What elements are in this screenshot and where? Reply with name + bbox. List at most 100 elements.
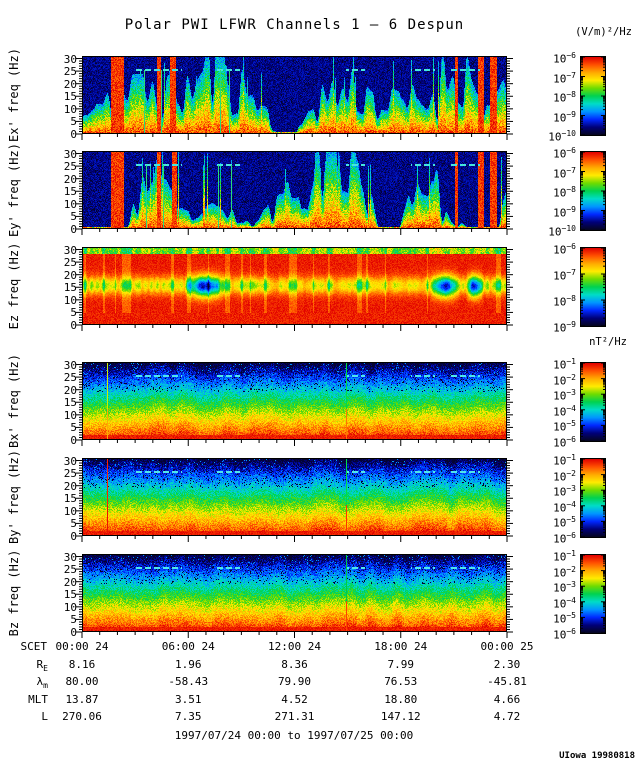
colorbar-bz bbox=[580, 554, 606, 634]
y-tick-label: 30 bbox=[63, 358, 77, 372]
y-tick-label: 25 bbox=[63, 160, 77, 174]
colorbar-tick-label: 10−4 bbox=[553, 499, 576, 515]
ephemeris-value: 270.06 bbox=[62, 710, 102, 723]
ephemeris-value: -45.81 bbox=[487, 675, 527, 688]
ephemeris-value: 4.72 bbox=[493, 710, 521, 723]
colorbar-tick-label: 10−1 bbox=[553, 453, 576, 468]
colorbar-tick-label: 10−7 bbox=[553, 268, 576, 283]
ephemeris-row-label-mlt: MLT bbox=[28, 693, 48, 706]
colorbar-tick-label: 10−6 bbox=[553, 531, 576, 546]
x-tick-label: 12:00 24 bbox=[268, 640, 321, 653]
scet-axis-label: SCET bbox=[20, 640, 48, 653]
colorbar-ticks bbox=[581, 363, 605, 441]
ephemeris-value: 1.96 bbox=[175, 658, 202, 671]
ephemeris-value: 80.00 bbox=[65, 675, 99, 688]
y-tick-label: 20 bbox=[63, 575, 77, 589]
y-tick-label: 10 bbox=[63, 102, 77, 116]
colorbar-ticks bbox=[581, 152, 605, 230]
y-tick-label: 0 bbox=[70, 434, 77, 447]
colorbar-tick-label: 10−3 bbox=[553, 484, 576, 499]
y-tick-label: 5 bbox=[70, 613, 77, 627]
colorbar-tick-label: 10−1 bbox=[553, 549, 576, 564]
colorbar-ey bbox=[580, 151, 606, 231]
y-tick-label: 25 bbox=[63, 371, 77, 385]
y-tick-label: 0 bbox=[70, 128, 77, 141]
colorbar-ticks bbox=[581, 57, 605, 135]
ephemeris-value: 3.51 bbox=[175, 693, 202, 706]
colorbar-tick-label: 10−6 bbox=[553, 627, 576, 642]
spectrogram-ey-canvas bbox=[82, 151, 507, 229]
colorbar-tick-label: 10−5 bbox=[553, 419, 576, 435]
y-tick-label: 20 bbox=[63, 383, 77, 397]
y-tick-label: 0 bbox=[70, 319, 77, 332]
y-tick-label: 25 bbox=[63, 256, 77, 270]
y-tick-label: 10 bbox=[63, 408, 77, 422]
y-tick-label: 15 bbox=[63, 396, 77, 410]
y-tick-label: 0 bbox=[70, 530, 77, 543]
spectrogram-bz-canvas bbox=[82, 554, 507, 632]
ephemeris-value: 76.53 bbox=[384, 675, 418, 688]
y-tick-label: 5 bbox=[70, 210, 77, 224]
colorbar-tick-label: 10−6 bbox=[553, 146, 576, 161]
e-field-units-label: (V/m)²/Hz bbox=[575, 26, 632, 38]
colorbar-by bbox=[580, 458, 606, 538]
colorbar-tick-label: 10−4 bbox=[553, 403, 576, 419]
ephemeris-value: 18.80 bbox=[384, 693, 418, 706]
ephemeris-value: 7.99 bbox=[387, 658, 415, 671]
ephemeris-value: 4.66 bbox=[493, 693, 521, 706]
y-tick-label: 15 bbox=[63, 281, 77, 295]
y-tick-label: 30 bbox=[63, 52, 77, 66]
colorbar-tick-label: 10−5 bbox=[553, 611, 576, 627]
ephemeris-value: 2.30 bbox=[493, 658, 521, 671]
y-tick-label: 20 bbox=[63, 479, 77, 493]
colorbar-tick-label: 10−6 bbox=[553, 435, 576, 450]
y-tick-label: 5 bbox=[70, 421, 77, 435]
colorbar-tick-label: 10−6 bbox=[553, 51, 576, 66]
panel-ylabel-ez: Ez freq (Hz) bbox=[7, 242, 21, 330]
y-tick-label: 25 bbox=[63, 563, 77, 577]
colorbar-ticks bbox=[581, 555, 605, 633]
ephemeris-value: 8.16 bbox=[68, 658, 96, 671]
ephemeris-value: -58.43 bbox=[168, 675, 209, 688]
colorbar-tick-label: 10−9 bbox=[553, 320, 576, 335]
colorbar-tick-label: 10−10 bbox=[548, 224, 576, 239]
y-tick-label: 30 bbox=[63, 454, 77, 468]
spectrogram-ex-canvas bbox=[82, 56, 507, 134]
panel-ylabel-bz: Bz freq (Hz) bbox=[7, 549, 21, 637]
colorbar-tick-label: 10−2 bbox=[553, 564, 576, 580]
colorbar-tick-label: 10−1 bbox=[553, 357, 576, 372]
y-tick-label: 25 bbox=[63, 467, 77, 481]
ephemeris-value: 4.52 bbox=[281, 693, 308, 706]
y-tick-label: 20 bbox=[63, 172, 77, 186]
spectrogram-ez-canvas bbox=[82, 247, 507, 325]
colorbar-tick-label: 10−6 bbox=[553, 242, 576, 257]
y-tick-label: 15 bbox=[63, 90, 77, 104]
colorbar-tick-label: 10−7 bbox=[553, 70, 576, 86]
colorbar-tick-label: 10−2 bbox=[553, 468, 576, 484]
spectrogram-by-canvas bbox=[82, 458, 507, 536]
y-tick-label: 15 bbox=[63, 492, 77, 506]
y-tick-label: 20 bbox=[63, 268, 77, 282]
panel-ylabel-bx: Bx' freq (Hz) bbox=[7, 354, 21, 448]
panel-ylabel-ex: Ex' freq (Hz) bbox=[7, 48, 21, 142]
colorbar-ex bbox=[580, 56, 606, 136]
y-tick-label: 10 bbox=[63, 197, 77, 211]
y-tick-label: 0 bbox=[70, 626, 77, 639]
x-tick-label: 00:00 24 bbox=[55, 640, 109, 653]
ephemeris-value: 8.36 bbox=[281, 658, 308, 671]
spectrogram-bx-canvas bbox=[82, 362, 507, 440]
colorbar-tick-label: 10−10 bbox=[548, 129, 576, 144]
panel-ylabel-ey: Ey' freq (Hz) bbox=[7, 143, 21, 237]
ephemeris-row-label-l: L bbox=[41, 710, 48, 723]
colorbar-tick-label: 10−9 bbox=[553, 109, 576, 125]
ephemeris-value: 13.87 bbox=[65, 693, 99, 706]
y-tick-label: 5 bbox=[70, 306, 77, 320]
colorbar-ticks bbox=[581, 248, 605, 326]
y-tick-label: 10 bbox=[63, 504, 77, 518]
figure-title: Polar PWI LFWR Channels 1 — 6 Despun bbox=[124, 17, 465, 33]
x-tick-label: 00:00 25 bbox=[480, 640, 534, 653]
colorbar-tick-label: 10−8 bbox=[553, 294, 576, 309]
ephemeris-row-label-λ: λm bbox=[36, 675, 48, 691]
colorbar-tick-label: 10−5 bbox=[553, 515, 576, 531]
